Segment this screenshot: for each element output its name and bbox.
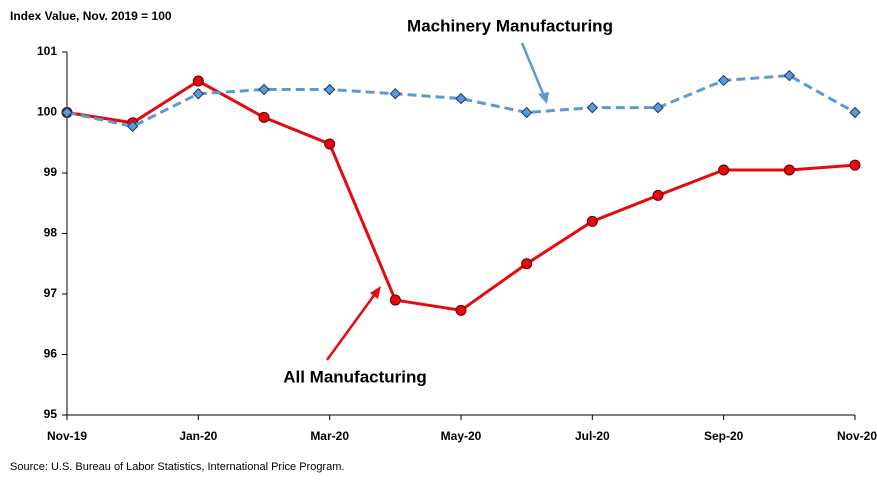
point <box>61 106 73 119</box>
annotation: Machinery Manufacturing <box>407 16 613 35</box>
point <box>389 294 401 306</box>
point <box>455 304 467 316</box>
point <box>455 92 467 105</box>
point <box>323 83 336 96</box>
point <box>324 138 336 150</box>
point <box>586 101 599 114</box>
y-tick-label: 97 <box>44 286 58 300</box>
x-tick-label: Jul-20 <box>575 429 610 443</box>
y-tick-label: 99 <box>44 165 58 179</box>
point <box>652 101 664 114</box>
y-tick-label: 101 <box>37 44 57 58</box>
point <box>192 75 204 87</box>
point <box>389 88 402 100</box>
point <box>586 215 598 227</box>
point <box>192 88 205 100</box>
point <box>783 69 796 82</box>
point <box>783 164 795 176</box>
series-line <box>66 79 856 312</box>
point <box>258 83 270 96</box>
arrow <box>325 293 377 361</box>
point <box>717 74 730 87</box>
x-tick-label: Nov-20 <box>837 429 877 443</box>
annotation-arrows <box>325 42 549 361</box>
x-tick-label: Mar-20 <box>310 429 349 443</box>
y-tick-label: 98 <box>44 226 58 240</box>
x-tick-label: Sep-20 <box>704 429 744 443</box>
arrow <box>520 42 546 97</box>
y-tick-label: 96 <box>44 347 58 361</box>
point <box>258 111 270 123</box>
point <box>849 106 861 119</box>
arrow-head <box>538 92 549 104</box>
x-tick-label: Jan-20 <box>179 429 217 443</box>
source-note: Source: U.S. Bureau of Labor Statistics,… <box>10 461 344 473</box>
point <box>521 258 533 270</box>
x-tick-label: May-20 <box>441 429 482 443</box>
arrow-head <box>370 286 381 299</box>
point <box>718 164 730 176</box>
x-tick-label: Nov-19 <box>47 429 87 443</box>
y-tick-label: 100 <box>37 105 57 119</box>
point <box>652 189 664 201</box>
point <box>126 120 139 133</box>
y-axis-title: Index Value, Nov. 2019 = 100 <box>10 9 172 23</box>
point <box>849 159 861 171</box>
point <box>520 106 533 119</box>
annotation: All Manufacturing <box>283 367 427 386</box>
y-tick-label: 95 <box>44 407 58 421</box>
